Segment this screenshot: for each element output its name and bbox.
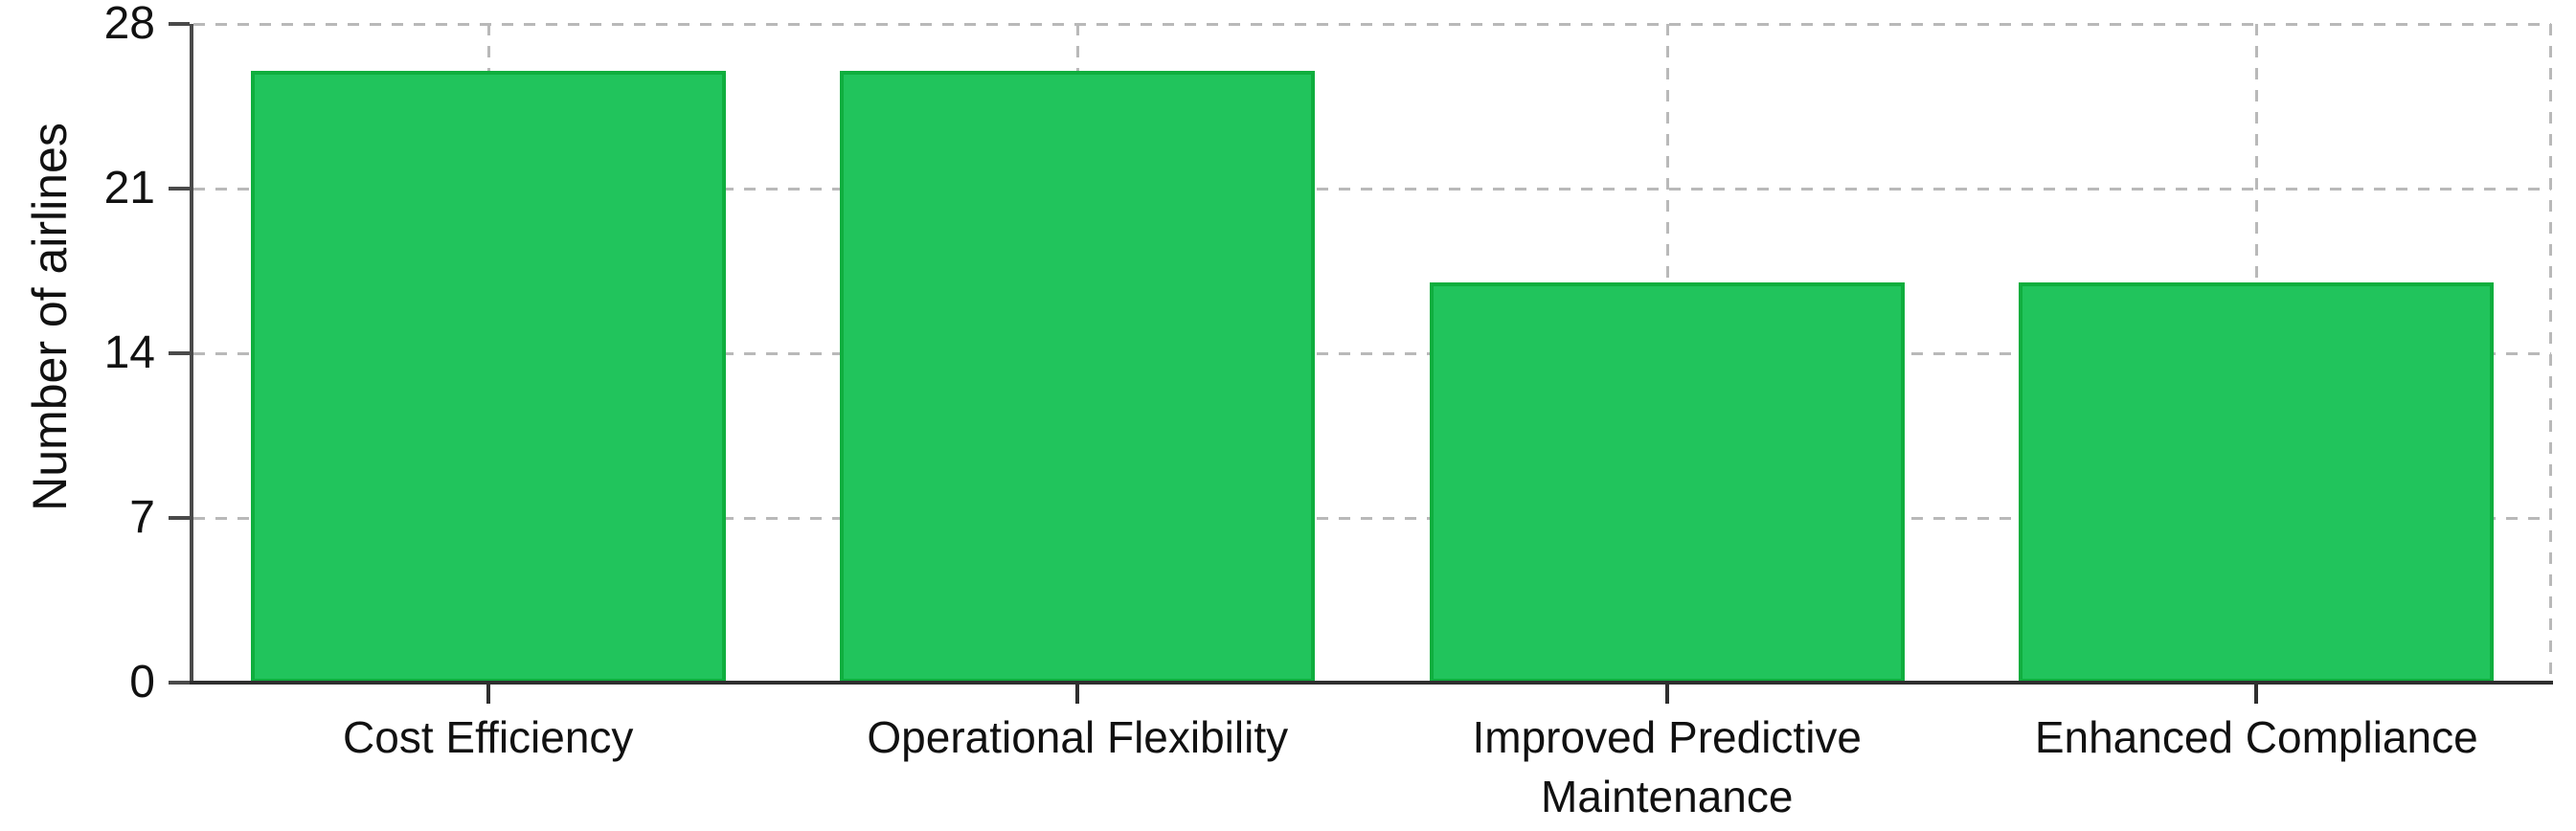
y-tick-label: 14 <box>103 327 155 378</box>
y-tick-mark <box>169 681 190 685</box>
x-category-label: Cost Efficiency <box>343 712 634 762</box>
x-category-label: Improved Predictive Maintenance <box>1472 712 1863 822</box>
x-tick-mark <box>486 683 490 704</box>
x-axis-line <box>188 681 2553 685</box>
bar-cost-efficiency <box>250 71 726 683</box>
bar-enhanced-compliance <box>2019 282 2495 683</box>
y-tick-label: 7 <box>129 492 155 543</box>
y-tick-mark <box>169 516 190 520</box>
bar-improved-predictive-maintenance <box>1429 282 1905 683</box>
x-tick-mark <box>1075 683 1080 704</box>
y-tick-mark <box>169 187 190 191</box>
x-tick-mark <box>2254 683 2259 704</box>
y-axis-line <box>190 24 193 683</box>
x-tick-mark <box>1664 683 1669 704</box>
h-gridline <box>193 517 2551 520</box>
h-gridline <box>193 352 2551 355</box>
y-tick-label: 28 <box>103 0 155 49</box>
h-gridline <box>193 23 2551 26</box>
v-gridline-right-edge <box>2549 24 2552 683</box>
y-tick-mark <box>169 22 190 26</box>
y-tick-label: 0 <box>129 657 155 707</box>
h-gridline <box>193 188 2551 191</box>
x-category-label: Operational Flexibility <box>867 712 1289 762</box>
y-tick-mark <box>169 351 190 355</box>
x-category-label: Enhanced Compliance <box>2034 712 2478 762</box>
y-tick-label: 21 <box>103 163 155 213</box>
bar-operational-flexibility <box>840 71 1316 683</box>
